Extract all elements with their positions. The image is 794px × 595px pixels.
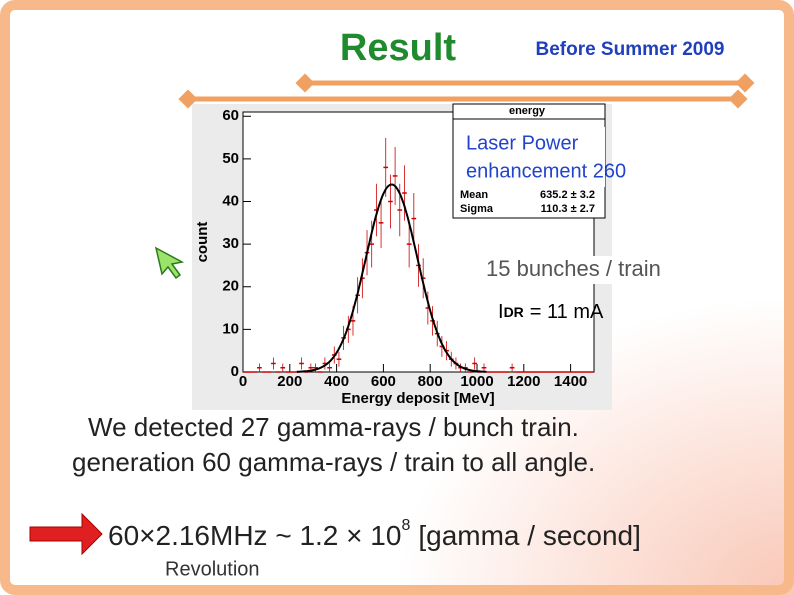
x-tick-label: 1400 <box>554 373 587 390</box>
stats-title: energy <box>509 105 546 117</box>
arrow-icon <box>29 512 103 556</box>
stats-label: Mean <box>460 189 488 201</box>
current-subscript: DR <box>504 304 524 320</box>
rate-base: 60×2.16MHz ~ 1.2 × 10 <box>108 520 401 551</box>
body-line: We detected 27 gamma-rays / bunch train. <box>88 412 579 442</box>
annotation: enhancement 260 <box>466 160 626 182</box>
slide-subtitle: Before Summer 2009 <box>535 39 724 60</box>
y-tick-label: 0 <box>231 363 239 380</box>
x-tick-label: 1000 <box>460 373 493 390</box>
y-tick-label: 50 <box>222 150 239 167</box>
current: IDR = 11 mA <box>498 301 604 323</box>
note: Revolution <box>165 558 260 580</box>
slide-title: Result <box>340 27 456 69</box>
x-tick-label: 1200 <box>507 373 540 390</box>
stats-value: 110.3 ± 2.7 <box>541 203 595 215</box>
x-tick-label: 200 <box>277 373 302 390</box>
y-tick-label: 30 <box>222 235 239 252</box>
decor-lines <box>178 73 755 109</box>
y-tick-label: 10 <box>222 320 239 337</box>
y-axis-label: count <box>194 222 211 263</box>
rate-unit: [gamma / second] <box>418 520 641 551</box>
x-axis-label: Energy deposit [MeV] <box>341 390 494 407</box>
x-tick-label: 800 <box>418 373 443 390</box>
rate-exponent: 8 <box>401 517 410 534</box>
y-tick-label: 60 <box>222 107 239 124</box>
annotation-bg <box>469 256 699 284</box>
fit-curve <box>296 183 487 373</box>
body-line: generation 60 gamma-rays / train to all … <box>72 447 595 477</box>
x-tick-label: 600 <box>371 373 396 390</box>
y-tick-label: 40 <box>222 192 239 209</box>
cursor-icon <box>154 246 185 280</box>
y-tick-label: 20 <box>222 278 239 295</box>
current-symbol: I <box>498 301 504 323</box>
stats-value: 635.2 ± 3.2 <box>540 189 595 201</box>
annotation: 15 bunches / train <box>486 256 661 281</box>
annotation: Laser Power <box>466 132 579 154</box>
current-value: = 11 mA <box>530 301 604 323</box>
stats-label: Sigma <box>460 203 494 215</box>
x-tick-label: 0 <box>239 373 247 390</box>
annotation-bg <box>459 127 605 187</box>
x-tick-label: 400 <box>324 373 349 390</box>
rate: 60×2.16MHz ~ 1.2 × 108 [gamma / second] <box>108 517 641 551</box>
